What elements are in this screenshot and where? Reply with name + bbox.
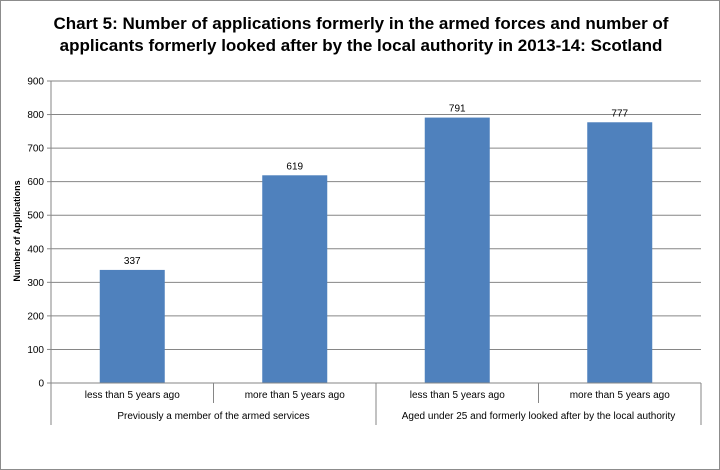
bar xyxy=(424,117,490,383)
data-label: 337 xyxy=(124,256,141,267)
y-tick-label: 400 xyxy=(27,244,44,255)
group-label: Previously a member of the armed service… xyxy=(117,411,309,422)
axes xyxy=(47,80,702,425)
y-tick-label: 600 xyxy=(27,177,44,188)
y-tick-label: 900 xyxy=(27,77,44,88)
y-tick-label: 300 xyxy=(27,278,44,289)
y-axis-label: Number of Applications xyxy=(12,180,22,281)
chart-title-line-1: Chart 5: Number of applications formerly… xyxy=(53,14,669,33)
data-label: 619 xyxy=(286,161,303,172)
bars xyxy=(99,117,653,384)
y-tick-label: 200 xyxy=(27,311,44,322)
category-labels: less than 5 years ago more than 5 years a… xyxy=(85,390,670,401)
y-tick-labels: 0 100 200 300 400 500 600 700 800 900 xyxy=(27,77,44,390)
data-labels: 337 619 791 777 xyxy=(124,104,629,267)
chart-title-line-2: applicants formerly looked after by the … xyxy=(59,36,663,55)
y-tick-label: 700 xyxy=(27,144,44,155)
y-tick-label: 100 xyxy=(27,345,44,356)
category-label: more than 5 years ago xyxy=(570,390,670,401)
y-tick-label: 500 xyxy=(27,211,44,222)
category-label: more than 5 years ago xyxy=(245,390,345,401)
y-tick-label: 800 xyxy=(27,110,44,121)
y-tick-label: 0 xyxy=(38,379,44,390)
bar xyxy=(262,175,328,383)
bar xyxy=(587,122,653,384)
group-label: Aged under 25 and formerly looked after … xyxy=(402,411,676,422)
bar xyxy=(99,269,165,383)
category-label: less than 5 years ago xyxy=(410,390,505,401)
category-label: less than 5 years ago xyxy=(85,390,180,401)
group-labels: Previously a member of the armed service… xyxy=(117,411,675,422)
data-label: 777 xyxy=(611,108,628,119)
chart-title: Chart 5: Number of applications formerly… xyxy=(41,13,681,57)
data-label: 791 xyxy=(449,104,466,115)
